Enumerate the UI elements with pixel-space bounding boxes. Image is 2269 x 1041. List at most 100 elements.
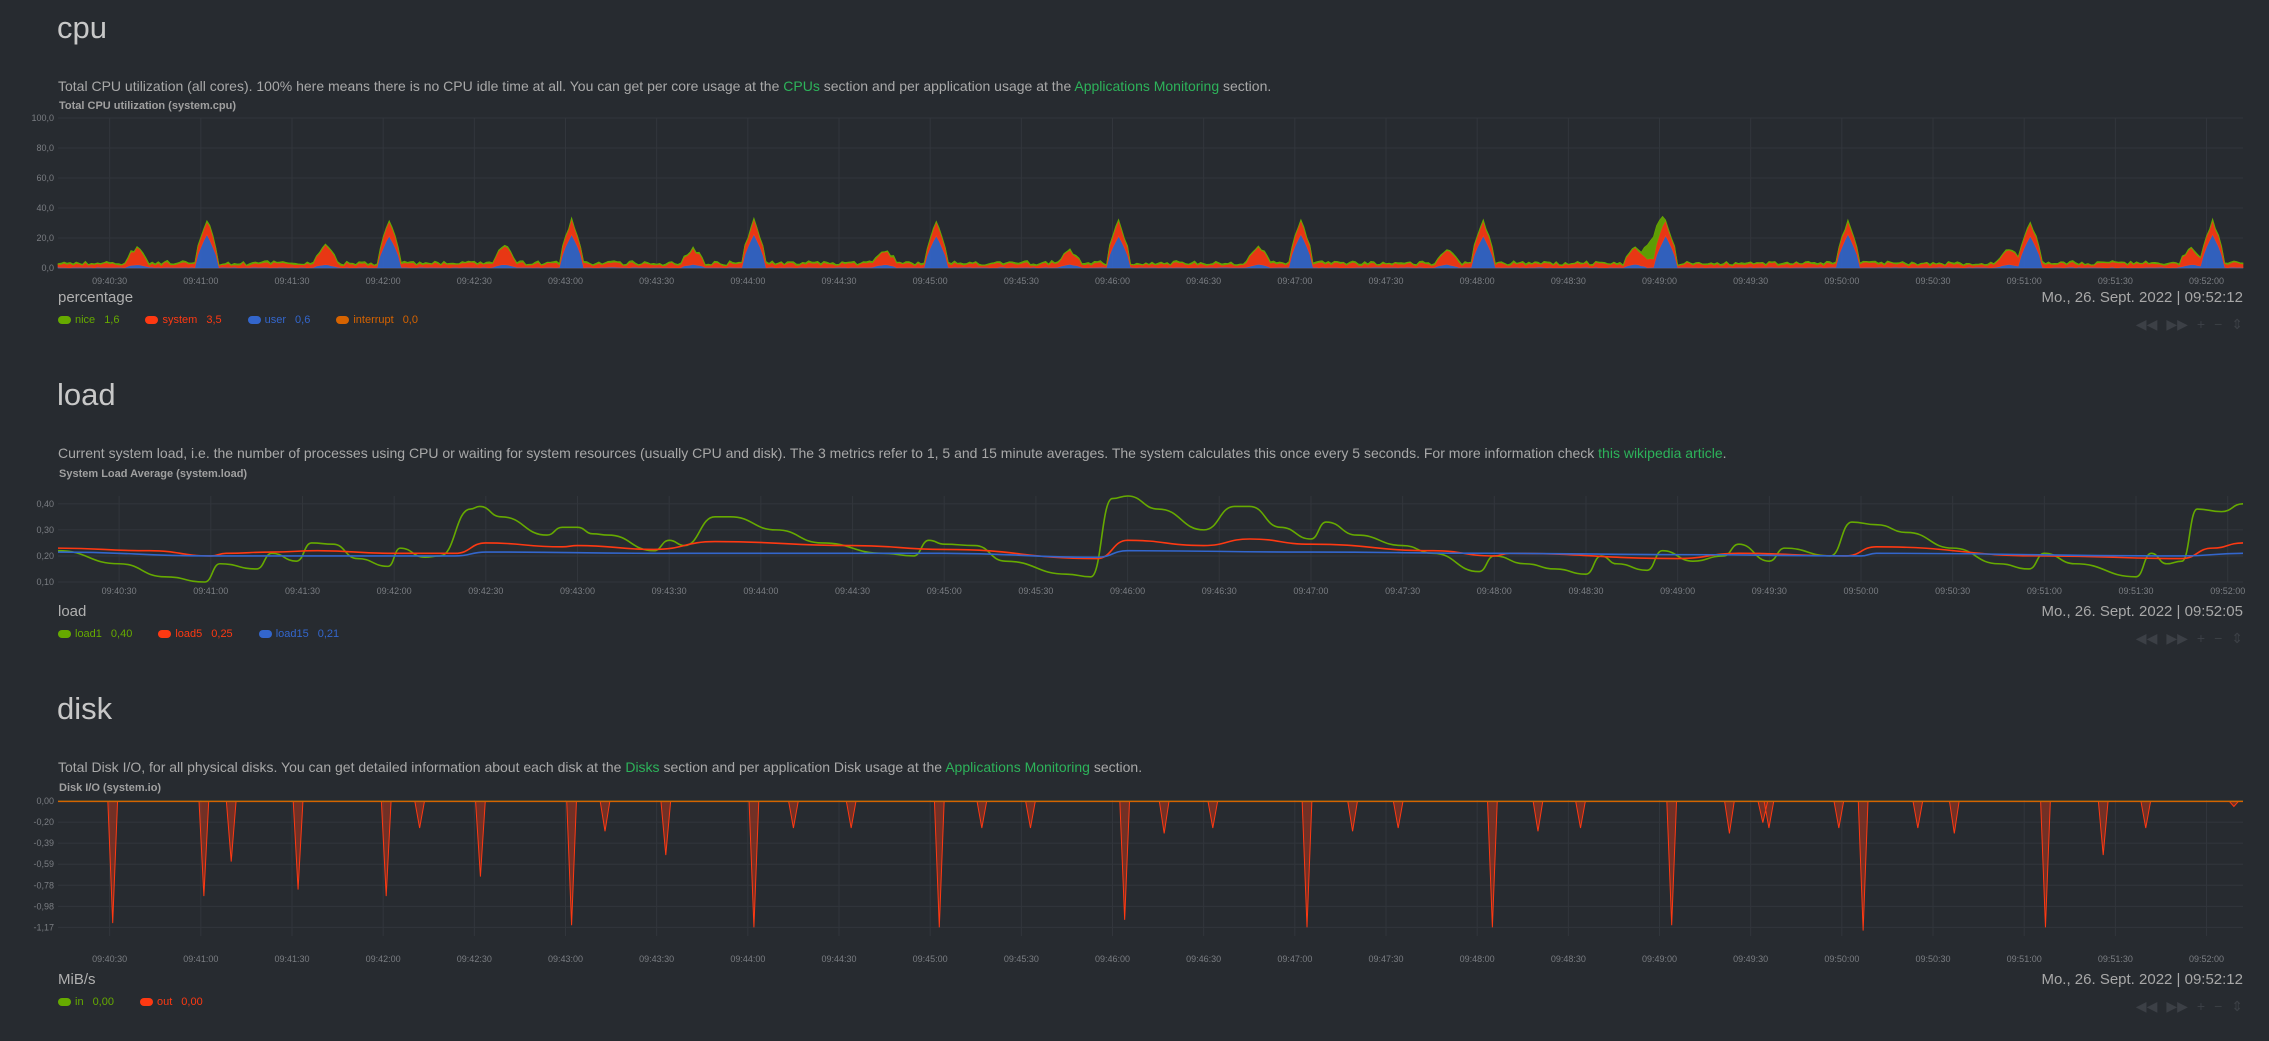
x-tick-label: 09:52:00 (2210, 586, 2245, 596)
desc-text: Total Disk I/O, for all physical disks. … (58, 759, 626, 775)
x-tick-label: 09:49:30 (1733, 276, 1768, 286)
legend-swatch (58, 316, 71, 324)
x-tick-label: 09:44:30 (821, 954, 856, 964)
desc-text: section and per application Disk usage a… (659, 759, 946, 775)
disk-chart[interactable]: 0,00 -0,20 -0,39 -0,59 -0,78 -0,98 -1,17 09:40:… (0, 790, 2269, 965)
x-tick-label: 09:50:30 (1916, 276, 1951, 286)
x-tick-label: 09:42:30 (457, 954, 492, 964)
y-tick-label: -0,59 (33, 859, 54, 869)
x-tick-label: 09:43:00 (548, 954, 583, 964)
x-tick-label: 09:47:00 (1293, 586, 1328, 596)
legend-value: 0,0 (402, 314, 418, 326)
x-tick-label: 09:51:00 (2007, 276, 2042, 286)
legend-disk: in 0,00 out 0,00 (58, 996, 203, 1008)
zoom-out-icon[interactable]: − (2214, 630, 2223, 646)
x-tick-label: 09:42:00 (377, 586, 412, 596)
x-tick-label: 09:50:00 (1843, 586, 1878, 596)
link-applications-monitoring[interactable]: Applications Monitoring (1074, 78, 1220, 94)
zoom-in-icon[interactable]: + (2196, 316, 2206, 332)
legend-item-load15[interactable]: load15 0,21 (258, 628, 340, 640)
link-wikipedia-article[interactable]: this wikipedia article (1598, 445, 1723, 461)
legend-item-user[interactable]: user 0,6 (247, 314, 311, 326)
link-disks[interactable]: Disks (625, 759, 660, 775)
cpu-chart[interactable]: 100,0 80,0 60,0 40,0 20,0 0,0 09:40:30 09:41:00… (0, 108, 2269, 288)
x-tick-label: 09:51:00 (2027, 586, 2062, 596)
y-tick-label: 0,20 (36, 551, 54, 561)
y-tick-label: 60,0 (36, 173, 54, 183)
section-description-cpu: Total CPU utilization (all cores). 100% … (58, 78, 1271, 94)
resize-icon[interactable]: ⇕ (2231, 998, 2243, 1014)
pan-right-icon[interactable]: ▶▶ (2166, 998, 2188, 1014)
x-tick-label: 09:49:00 (1660, 586, 1695, 596)
legend-value: 0,6 (295, 314, 311, 326)
y-tick-label: 0,30 (36, 525, 54, 535)
chart-title-cpu: Total CPU utilization (system.cpu) (59, 100, 237, 112)
legend-value: 0,21 (317, 628, 340, 640)
resize-icon[interactable]: ⇕ (2231, 316, 2243, 332)
y-tick-label: 0,00 (36, 796, 54, 806)
zoom-out-icon[interactable]: − (2214, 316, 2223, 332)
x-tick-label: 09:45:30 (1018, 586, 1053, 596)
x-tick-label: 09:48:00 (1460, 954, 1495, 964)
zoom-out-icon[interactable]: − (2214, 998, 2223, 1014)
pan-right-icon[interactable]: ▶▶ (2166, 630, 2188, 646)
line-series-load1 (57, 495, 2244, 583)
y-tick-label: -0,20 (33, 817, 54, 827)
legend-item-load5[interactable]: load5 0,25 (158, 628, 233, 640)
zoom-in-icon[interactable]: + (2196, 630, 2206, 646)
link-applications-monitoring[interactable]: Applications Monitoring (945, 759, 1090, 775)
legend-label: in (75, 996, 84, 1008)
x-tick-label: 09:45:00 (913, 276, 948, 286)
desc-text: section and per application usage at the (819, 78, 1075, 94)
legend-label: load15 (275, 628, 309, 640)
pan-left-icon[interactable]: ◀◀ (2135, 630, 2158, 646)
x-tick-label: 09:49:00 (1642, 276, 1677, 286)
legend-value: 3,5 (206, 314, 222, 326)
legend-value: 1,6 (104, 314, 120, 326)
legend-item-nice[interactable]: nice 1,6 (58, 314, 119, 326)
x-tick-label: 09:44:30 (821, 276, 856, 286)
y-tick-label: 0,40 (36, 499, 54, 509)
x-tick-label: 09:45:30 (1004, 954, 1039, 964)
legend-item-out[interactable]: out 0,00 (139, 996, 203, 1008)
section-title-load: load (57, 377, 116, 412)
desc-text: . (1722, 445, 1727, 461)
legend-load: load1 0,40 load5 0,25 load15 0,21 (58, 628, 339, 640)
pan-right-icon[interactable]: ▶▶ (2166, 316, 2188, 332)
y-tick-label: 100,0 (31, 113, 54, 123)
x-tick-label: 09:41:30 (274, 276, 309, 286)
x-tick-label: 09:49:00 (1642, 954, 1677, 964)
x-tick-label: 09:42:00 (366, 276, 401, 286)
y-tick-label: -0,98 (33, 901, 54, 911)
y-tick-label: -0,78 (33, 880, 54, 890)
legend-item-interrupt[interactable]: interrupt 0,0 (336, 314, 418, 326)
pan-left-icon[interactable]: ◀◀ (2135, 316, 2158, 332)
load-chart[interactable]: 0,40 0,30 0,20 0,10 09:40:30 09:41:00 09:41:30… (0, 478, 2269, 600)
desc-text: Current system load, i.e. the number of … (58, 445, 1599, 461)
line-series-load15 (57, 549, 2244, 559)
desc-text: section. (1089, 759, 1143, 775)
x-tick-label: 09:41:00 (193, 586, 228, 596)
x-tick-label: 09:40:30 (92, 276, 127, 286)
legend-swatch (158, 630, 172, 638)
link-cpus[interactable]: CPUs (783, 78, 820, 94)
x-tick-label: 09:45:30 (1004, 276, 1039, 286)
y-tick-label: -0,39 (33, 838, 54, 848)
x-tick-label: 09:52:00 (2189, 954, 2224, 964)
legend-label: user (264, 314, 287, 326)
units-label-load: load (58, 603, 87, 620)
x-tick-label: 09:41:00 (183, 276, 218, 286)
x-tick-label: 09:50:00 (1824, 276, 1859, 286)
legend-swatch (336, 316, 350, 324)
legend-item-system[interactable]: system 3,5 (145, 314, 222, 326)
legend-item-in[interactable]: in 0,00 (58, 996, 114, 1008)
pan-left-icon[interactable]: ◀◀ (2135, 998, 2158, 1014)
legend-cpu: nice 1,6 system 3,5 user 0,6 interrupt 0,0 (58, 314, 418, 326)
units-label-disk: MiB/s (58, 971, 96, 988)
chart-date-disk: Mo., 26. Sept. 2022 | 09:52:12 (2041, 971, 2243, 988)
legend-item-load1[interactable]: load1 0,40 (58, 628, 132, 640)
zoom-in-icon[interactable]: + (2196, 998, 2206, 1014)
x-tick-label: 09:41:30 (274, 954, 309, 964)
resize-icon[interactable]: ⇕ (2231, 630, 2243, 646)
x-tick-label: 09:40:30 (92, 954, 127, 964)
